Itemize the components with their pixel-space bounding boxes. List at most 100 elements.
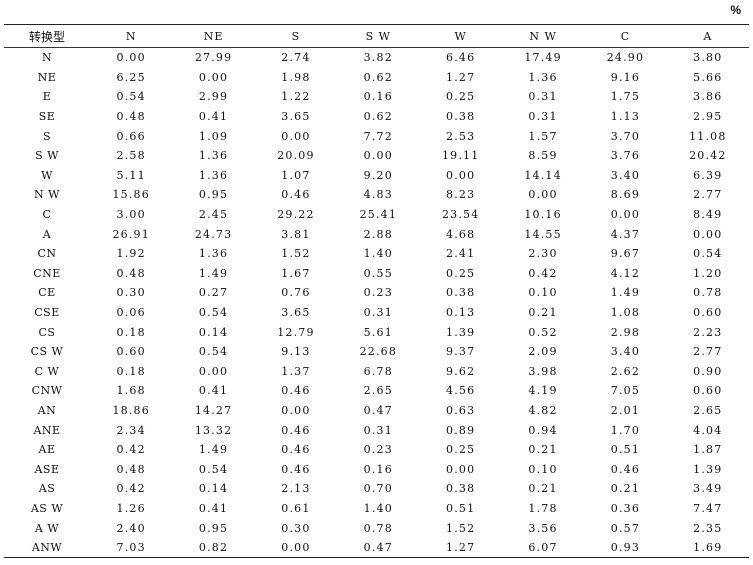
table-cell: 0.94	[528, 423, 558, 437]
table-row: CS 0.18 0.14 12.79 5.61 1.39 0.52 2.98 2.23	[4, 322, 749, 342]
row-label: N	[41, 51, 53, 65]
table-cell: 0.38	[446, 110, 476, 124]
table-cell: 0.51	[446, 501, 476, 515]
table-cell: 0.60	[693, 384, 723, 398]
table-cell: 6.25	[116, 70, 146, 84]
table-cell: 0.61	[281, 501, 311, 515]
table-cell: 0.60	[116, 345, 146, 359]
table-cell: 0.27	[198, 286, 229, 300]
table-cell: 3.40	[610, 345, 641, 359]
row-label: CSE	[34, 306, 60, 320]
table-cell: 0.10	[528, 462, 558, 476]
row-label: CE	[38, 286, 56, 300]
table-cell: 3.98	[528, 364, 558, 378]
table-cell: 0.41	[198, 501, 229, 515]
table-cell: 0.00	[198, 364, 229, 378]
header-row: 转换型 N NE S S W W N W C A	[4, 24, 749, 48]
table-cell: 2.53	[446, 129, 476, 143]
table-cell: 0.25	[446, 443, 476, 457]
table-cell: 3.70	[610, 129, 641, 143]
table-cell: 3.65	[281, 110, 311, 124]
table-cell: 0.46	[281, 462, 311, 476]
row-label: C	[42, 208, 52, 222]
table-row: CSE 0.06 0.54 3.65 0.31 0.13 0.21 1.08 0.60	[4, 303, 749, 323]
table-cell: 4.68	[446, 227, 476, 241]
row-label: SE	[38, 110, 56, 124]
table-cell: 2.45	[198, 208, 229, 222]
row-label: CN	[37, 247, 57, 261]
table-cell: 18.86	[112, 403, 150, 417]
table-cell: 0.89	[446, 423, 476, 437]
row-label: A	[42, 227, 52, 241]
row-label: CS	[38, 325, 56, 339]
table-cell: 11.08	[689, 129, 727, 143]
table-cell: 25.41	[359, 208, 398, 222]
table-cell: 24.90	[606, 51, 645, 65]
table-cell: 8.49	[693, 208, 723, 222]
header-type: 转换型	[28, 29, 65, 44]
table-row: ANW 7.03 0.82 0.00 0.47 1.27 6.07 0.93 1.69	[4, 538, 749, 558]
table-cell: 0.48	[116, 110, 146, 124]
table-cell: 0.82	[198, 541, 229, 555]
table-cell: 22.68	[359, 345, 398, 359]
table-cell: 1.75	[610, 90, 641, 104]
table-cell: 0.46	[281, 423, 311, 437]
table-cell: 1.40	[363, 501, 393, 515]
table-cell: 1.36	[528, 70, 558, 84]
table-cell: 0.78	[693, 286, 723, 300]
table-cell: 1.22	[281, 90, 311, 104]
table-cell: 26.91	[112, 227, 150, 241]
table-cell: 8.69	[610, 188, 641, 202]
table-cell: 20.09	[277, 149, 315, 163]
row-label: ANW	[31, 541, 63, 555]
table-cell: 7.03	[116, 541, 146, 555]
table-cell: 3.00	[116, 208, 146, 222]
table-cell: 0.21	[528, 482, 558, 496]
table-cell: 2.65	[693, 403, 723, 417]
table-row: CE 0.30 0.27 0.76 0.23 0.38 0.10 1.49 0.78	[4, 283, 749, 303]
table-cell: 1.37	[281, 364, 311, 378]
table-cell: 0.00	[693, 227, 723, 241]
table-cell: 1.07	[281, 168, 311, 182]
table-cell: 9.16	[610, 70, 641, 84]
table-cell: 9.62	[446, 364, 476, 378]
table-cell: 29.22	[277, 208, 315, 222]
table-cell: 20.42	[689, 149, 727, 163]
table-cell: 0.16	[363, 462, 393, 476]
row-label: E	[42, 90, 52, 104]
table-cell: 0.46	[610, 462, 641, 476]
table-cell: 5.61	[363, 325, 393, 339]
table-cell: 0.48	[116, 462, 146, 476]
table-cell: 1.27	[446, 70, 476, 84]
table-cell: 0.42	[116, 482, 146, 496]
table-row: AN 18.86 14.27 0.00 0.47 0.63 4.82 2.01 2.65	[4, 401, 749, 421]
table-cell: 0.41	[198, 110, 229, 124]
table-cell: 0.38	[446, 482, 476, 496]
header-column: N	[125, 29, 137, 43]
table-cell: 6.07	[528, 541, 558, 555]
row-label: CNE	[33, 266, 61, 280]
table-cell: 0.47	[363, 541, 393, 555]
table-cell: 0.60	[693, 306, 723, 320]
table-cell: 5.66	[693, 70, 723, 84]
table-cell: 2.09	[528, 345, 558, 359]
table-cell: 1.67	[281, 266, 311, 280]
table-cell: 1.39	[446, 325, 476, 339]
table-cell: 1.70	[610, 423, 641, 437]
table-cell: 0.93	[610, 541, 641, 555]
table-cell: 1.57	[528, 129, 558, 143]
table-cell: 0.00	[198, 70, 229, 84]
table-cell: 2.34	[116, 423, 146, 437]
table-cell: 1.27	[446, 541, 476, 555]
table-cell: 0.55	[363, 266, 393, 280]
table-cell: 0.63	[446, 403, 476, 417]
table-cell: 1.92	[116, 247, 146, 261]
table-cell: 4.37	[610, 227, 641, 241]
header-column: NE	[203, 29, 224, 43]
table-cell: 0.31	[528, 90, 558, 104]
table-row: C 3.00 2.45 29.22 25.41 23.54 10.16 0.00 8.49	[4, 205, 749, 225]
table-cell: 2.77	[693, 345, 723, 359]
table-cell: 0.54	[693, 247, 723, 261]
table-cell: 1.49	[610, 286, 641, 300]
table-cell: 4.04	[693, 423, 723, 437]
